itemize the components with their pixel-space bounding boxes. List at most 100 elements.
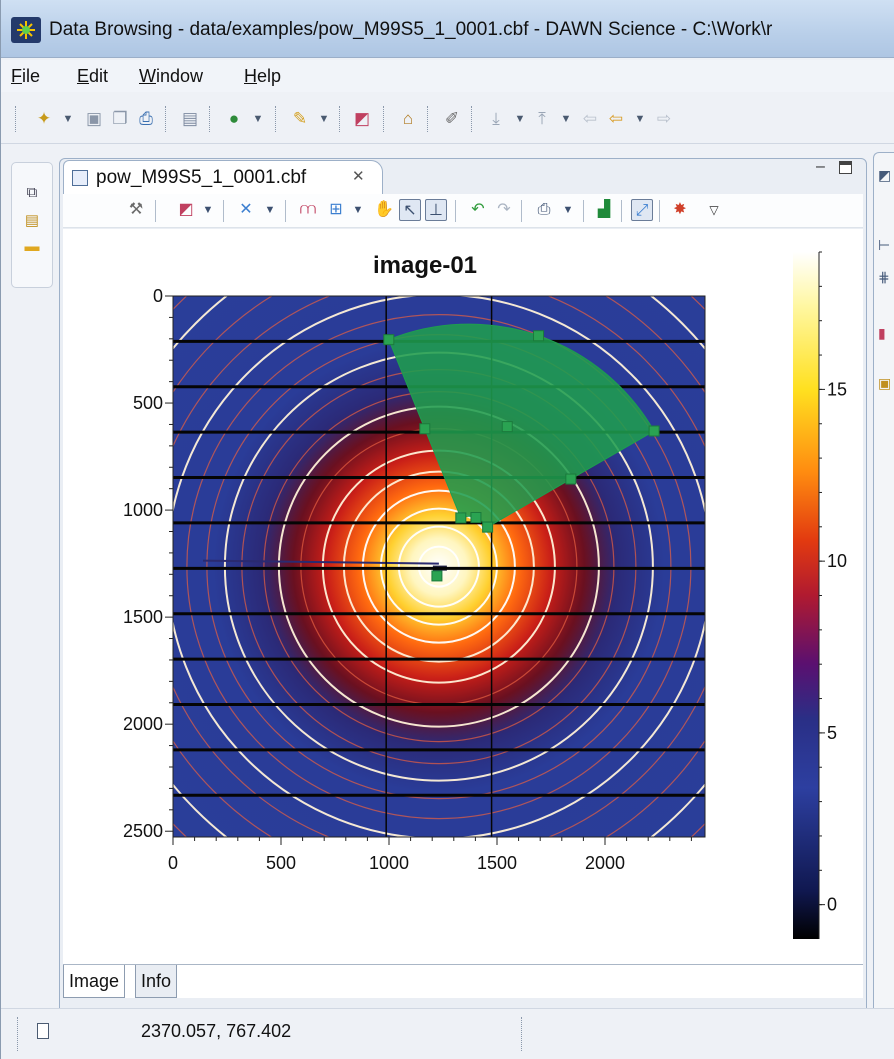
save-all-icon[interactable]: ❐ [112,109,128,128]
new-wizard-icon[interactable]: ✦ [36,109,52,128]
roi-handle[interactable] [455,512,467,524]
diffraction-ring [417,545,460,588]
chart-icon[interactable]: ◩ [353,109,371,128]
save-as-icon[interactable]: ▤ [181,109,199,128]
run-dropdown-icon[interactable]: ▼ [252,113,264,125]
roi-handle[interactable] [431,570,443,582]
zoom-box-icon[interactable]: ⊞ [329,201,343,218]
print-plot-icon[interactable]: ⎙ [537,201,551,218]
main-toolbar: ✦ ▼ ▣ ❐ ⎙ ▤ ● ▼ ✎ ▼ ◩ ⌂ ✐ ⤓ ▼ ⤒ ▼ ⇦ ⇦ ▼ … [1,94,894,144]
x-axis-tick-label: 0 [168,853,178,873]
next-annotation-dropdown-icon[interactable]: ▼ [514,113,526,125]
plot-canvas[interactable]: image-01 0 500 1000 1500 2000 0 500 1000 1500 200… [63,229,863,964]
panel-icon[interactable]: ◩ [878,167,892,183]
zoom-dropdown-icon[interactable]: ▼ [352,204,364,216]
dawn-app-icon [11,17,41,43]
status-separator [17,1017,18,1051]
plot-type-icon[interactable]: ◩ [178,201,194,218]
toolbar-separator [427,106,428,132]
cursor-coordinates: 2370.057, 767.402 [141,1021,292,1041]
folder-icon[interactable]: ▬ [24,238,40,255]
roi-handle[interactable] [501,421,513,433]
diffraction-icon[interactable]: ✸ [673,201,687,218]
project-explorer-icon[interactable]: ▤ [24,212,40,229]
image-file-icon [72,170,88,186]
view-menu-icon[interactable]: ▽ [709,203,719,217]
redo-icon[interactable]: ↷ [497,201,511,218]
close-icon[interactable]: ✕ [352,168,365,185]
status-separator [521,1017,522,1051]
menu-window[interactable]: Window [139,66,204,86]
y-axis-tick-label: 0 [153,286,163,306]
back-dropdown-icon[interactable]: ▼ [634,113,646,125]
menu-file[interactable]: File [11,66,41,86]
restore-icon[interactable]: ⧉ [26,184,38,201]
colorbar-tick-label: 0 [827,895,837,915]
plot-type-dropdown-icon[interactable]: ▼ [202,204,214,216]
edit-tool-icon[interactable]: ✐ [444,109,460,128]
run-icon[interactable]: ● [228,109,240,128]
undo-icon[interactable]: ↶ [471,201,485,218]
editor-tab[interactable]: pow_M99S5_1_0001.cbf ✕ [63,160,383,194]
next-annotation-icon[interactable]: ⤓ [492,109,500,128]
roi-handle[interactable] [565,473,577,485]
maximize-icon[interactable] [839,161,852,174]
x-axis-tick-label: 1500 [477,853,517,873]
fast-view-icon[interactable] [37,1023,49,1039]
pointer-select-icon[interactable]: ↖ [399,199,421,221]
roi-handle[interactable] [419,423,431,435]
toolbar-separator [621,200,622,222]
save-icon[interactable]: ▣ [85,109,103,128]
histogram-icon[interactable]: ▟ [597,201,611,218]
plot-frame [172,295,706,838]
pencil-icon[interactable]: ✎ [292,109,308,128]
pencil-dropdown-icon[interactable]: ▼ [318,113,330,125]
minimize-icon[interactable]: – [816,158,825,175]
roi-handle[interactable] [482,521,494,533]
y-axis-tick-label: 1500 [123,607,163,627]
left-trim-stack: ⧉ ▤ ▬ [11,162,53,288]
prev-annotation-dropdown-icon[interactable]: ▼ [560,113,572,125]
toolbar-separator [471,106,472,132]
y-axis-tick-label: 2000 [123,714,163,734]
panel-icon[interactable]: ⋕ [878,269,890,285]
axes-icon[interactable]: ⊥ [425,199,447,221]
title-bar: Data Browsing - data/examples/pow_M99S5_… [1,0,894,58]
roi-handle[interactable] [648,425,660,437]
beamstop-arm [202,559,439,565]
panel-icon[interactable]: ▮ [878,325,886,341]
tab-info[interactable]: Info [135,965,178,998]
toolbar-separator [223,200,224,222]
toolbar-separator [15,106,16,132]
menu-edit[interactable]: Edit [77,66,109,86]
menu-help[interactable]: Help [244,66,282,86]
trace-icon[interactable]: ✕ [239,201,253,218]
plot-toolbar: ⚒ ◩ ▼ ✕ ▼ ⩋ ⊞ ▼ ✋ ↖ ⊥ ↶ ↷ ⎙ ▼ ▟ ⤢ ✸ ▽ [63,194,863,228]
print-dropdown-icon[interactable]: ▼ [562,204,574,216]
configure-icon[interactable]: ⚒ [128,201,144,218]
x-axis-tick-label: 500 [266,853,296,873]
home-icon[interactable]: ⌂ [402,109,414,128]
tab-image[interactable]: Image [63,965,126,998]
zoom-region-icon[interactable]: ⩋ [299,201,317,218]
sector-roi[interactable] [383,323,660,582]
pan-hand-icon[interactable]: ✋ [374,201,394,218]
new-dropdown-icon[interactable]: ▼ [62,113,74,125]
roi-handle[interactable] [383,334,395,346]
roi-handle[interactable] [470,511,482,523]
last-edit-icon[interactable]: ⇦ [582,109,598,128]
x-axis-tick-label: 2000 [585,853,625,873]
back-icon[interactable]: ⇦ [608,109,624,128]
lock-icon[interactable]: ▣ [878,375,892,391]
print-icon[interactable]: ⎙ [139,109,153,128]
panel-icon[interactable]: ⊢ [878,237,891,253]
toolbar-separator [285,200,286,222]
trace-dropdown-icon[interactable]: ▼ [264,204,276,216]
forward-icon[interactable]: ⇨ [656,109,672,128]
image-plot[interactable]: image-01 0 500 1000 1500 2000 0 500 1000 1500 200… [63,229,863,964]
colorbar-gradient[interactable] [793,252,819,939]
prev-annotation-icon[interactable]: ⤒ [538,109,546,128]
colorbar[interactable]: 0 5 10 15 [793,251,847,939]
roi-handle[interactable] [533,330,545,342]
aspect-ratio-icon[interactable]: ⤢ [631,199,653,221]
